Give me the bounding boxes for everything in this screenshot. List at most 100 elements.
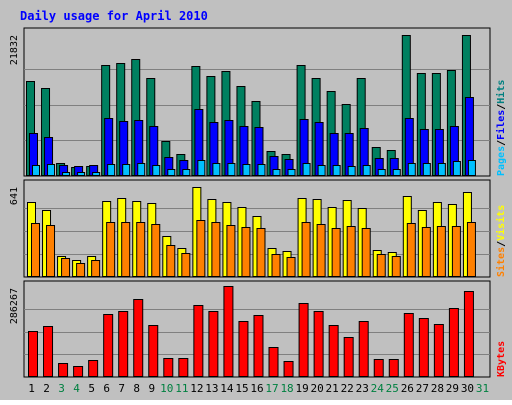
bar-sites <box>196 220 206 277</box>
bar-kbytes <box>178 358 189 377</box>
bar-kbytes <box>388 359 399 377</box>
bar-kbytes <box>373 359 384 377</box>
bar-kbytes <box>148 325 159 377</box>
bar-pages <box>302 163 311 176</box>
bar-kbytes <box>208 311 219 377</box>
bar-kbytes <box>88 360 99 377</box>
bar-sites <box>31 223 40 277</box>
legend-visits: Sites/Visits <box>495 205 507 277</box>
legend-entry: Hits <box>495 80 507 104</box>
panel-visits: 641 Sites/Visits <box>9 179 507 278</box>
bar-kbytes <box>118 311 129 377</box>
bar-pages <box>407 163 416 176</box>
day-label: 28 <box>431 382 444 395</box>
legend-kbytes: KBytes <box>496 341 507 377</box>
day-label: 31 <box>476 382 489 395</box>
bar-kbytes <box>133 299 144 377</box>
bar-pages <box>47 164 56 176</box>
legend-entry: Pages <box>496 146 507 176</box>
day-label: 30 <box>461 382 474 395</box>
bar-sites <box>466 222 476 277</box>
day-label: 17 <box>265 382 278 395</box>
day-label: 7 <box>118 382 125 395</box>
bar-kbytes <box>58 363 69 377</box>
bar-sites <box>106 222 116 277</box>
panels-layer: 21832Pages/Files/Hits641Sites/Visits2862… <box>9 27 507 378</box>
bar-sites <box>331 228 341 277</box>
bar-pages <box>452 161 461 176</box>
day-label: 27 <box>416 382 429 395</box>
legend-entry: Files <box>495 110 507 140</box>
series-sites <box>31 220 476 277</box>
bar-pages <box>437 163 446 176</box>
bar-pages <box>227 163 236 176</box>
day-label: 13 <box>205 382 218 395</box>
day-label: 5 <box>88 382 95 395</box>
day-label: 29 <box>446 382 459 395</box>
day-label: 21 <box>326 382 339 395</box>
bar-sites <box>391 256 401 277</box>
bar-sites <box>91 260 101 277</box>
bar-pages <box>347 166 356 176</box>
bar-sites <box>376 254 386 277</box>
bar-kbytes <box>403 313 414 377</box>
day-label: 20 <box>311 382 324 395</box>
bar-sites <box>181 253 191 277</box>
bar-pages <box>212 163 221 176</box>
bar-kbytes <box>418 318 429 377</box>
bar-kbytes <box>448 308 459 377</box>
series-pages <box>32 160 476 176</box>
bar-kbytes <box>28 331 38 377</box>
bar-pages <box>122 164 131 176</box>
bar-sites <box>346 226 356 277</box>
bar-kbytes <box>103 314 114 377</box>
series-kbytes <box>28 286 474 377</box>
bar-sites <box>76 263 86 277</box>
bar-pages <box>377 169 386 176</box>
bar-sites <box>361 228 371 277</box>
bar-sites <box>136 222 146 277</box>
bar-pages <box>422 163 431 176</box>
bar-kbytes <box>73 366 84 377</box>
day-labels: 1 2 3 4 5 6 7 8 9 10 11 12 13 14 15 16 17 18 19 20 21 22 23 24 2… <box>28 382 489 395</box>
legend-entry: / <box>496 104 507 110</box>
bar-pages <box>62 172 71 176</box>
bar-sites <box>166 245 176 277</box>
day-label: 25 <box>386 382 399 395</box>
bar-sites <box>316 224 326 277</box>
bar-sites <box>151 224 161 277</box>
day-label: 19 <box>295 382 308 395</box>
bar-kbytes <box>298 303 309 377</box>
bar-pages <box>317 165 326 176</box>
bar-sites <box>406 223 416 277</box>
bar-sites <box>451 226 461 277</box>
y-tick-label: 286267 <box>9 288 20 324</box>
bar-kbytes <box>283 361 294 377</box>
bar-sites <box>301 222 311 277</box>
chart-title: Daily usage for April 2010 <box>20 9 208 23</box>
bar-pages <box>287 169 296 176</box>
bar-pages <box>242 164 251 176</box>
bar-kbytes <box>163 358 174 377</box>
y-tick-label: 21832 <box>9 35 20 65</box>
day-label: 9 <box>148 382 155 395</box>
bar-sites <box>421 227 431 277</box>
day-label: 23 <box>356 382 369 395</box>
day-label: 1 <box>28 382 35 395</box>
bar-pages <box>332 165 341 176</box>
day-label: 2 <box>43 382 50 395</box>
day-label: 6 <box>103 382 110 395</box>
panel-kbytes: 286267 KBytes <box>9 280 507 378</box>
bar-pages <box>152 165 161 176</box>
day-label: 12 <box>190 382 203 395</box>
bar-sites <box>256 228 266 277</box>
bar-kbytes <box>193 305 204 377</box>
day-label: 22 <box>341 382 354 395</box>
bar-kbytes <box>253 315 264 377</box>
bar-pages <box>257 164 266 176</box>
legend-entry: Visits <box>495 205 507 241</box>
bar-kbytes <box>463 291 474 377</box>
bar-sites <box>436 226 446 277</box>
